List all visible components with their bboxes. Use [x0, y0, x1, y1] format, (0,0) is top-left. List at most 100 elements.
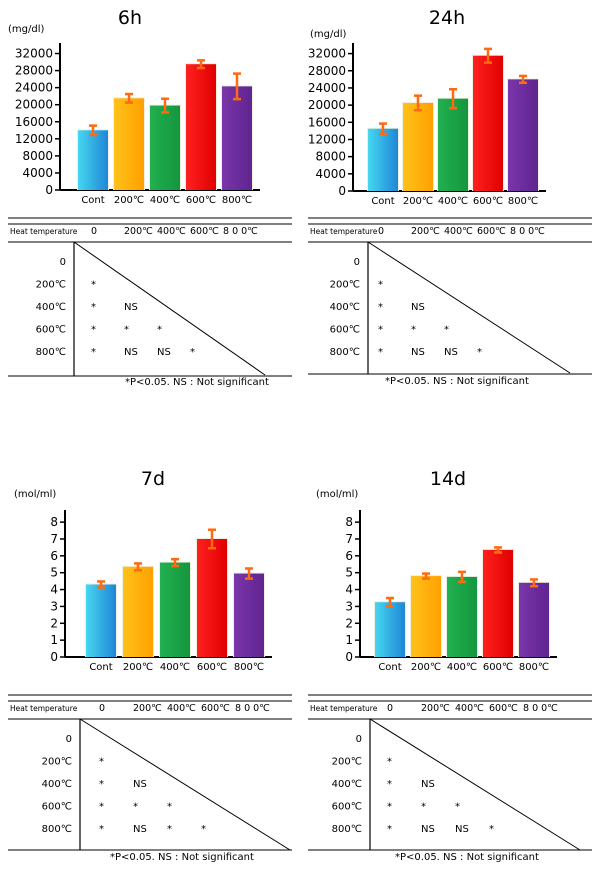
category-label: 200℃ [114, 195, 144, 206]
bar-400℃ [150, 105, 180, 190]
matrix-cell: * [387, 824, 392, 835]
y-tick-label: 6 [50, 549, 58, 563]
matrix-row-label: 200℃ [332, 757, 362, 768]
table-diagonal [369, 718, 581, 851]
matrix-cell: NS [421, 824, 435, 835]
matrix-cell: NS [124, 302, 138, 313]
matrix-row-label: 400℃ [36, 302, 66, 313]
matrix-cell: * [133, 802, 138, 813]
matrix-cell: * [167, 802, 172, 813]
matrix-row-label: 0 [356, 734, 362, 745]
y-tick-label: 8000 [22, 149, 53, 163]
matrix-col-header: 400℃ [444, 226, 473, 237]
y-tick-label: 5 [345, 566, 353, 580]
y-tick-label: 28000 [15, 64, 53, 78]
y-tick-label: 8 [50, 515, 58, 529]
category-label: 600℃ [473, 196, 503, 207]
y-tick-label: 24000 [308, 81, 346, 95]
matrix-col-header: 400℃ [455, 703, 484, 714]
matrix-cell: NS [133, 779, 147, 790]
matrix-row-label: 400℃ [42, 779, 72, 790]
chart-svg: 7d (mol/ml) 0 1 2 3 4 5 6 7 8 Cont 200℃ 400℃ 600℃ 800℃ H… [8, 468, 292, 863]
y-unit-label: (mol/ml) [316, 489, 358, 500]
matrix-col-header: 0 [378, 226, 384, 237]
matrix-cell: * [157, 325, 162, 336]
y-tick-label: 4000 [22, 166, 53, 180]
y-tick-label: 1 [345, 633, 353, 647]
category-label: 600℃ [186, 195, 216, 206]
matrix-col-header: 8 0 0℃ [235, 703, 270, 714]
y-tick-label: 5 [50, 566, 58, 580]
category-label: 200℃ [411, 662, 441, 673]
y-tick-label: 3 [345, 599, 353, 613]
category-label: 800℃ [234, 662, 264, 673]
matrix-row-label: 600℃ [332, 802, 362, 813]
matrix-row-label: 800℃ [42, 824, 72, 835]
y-tick-label: 1 [50, 633, 58, 647]
matrix-col-header: 200℃ [124, 226, 153, 237]
category-label: 400℃ [438, 196, 468, 207]
matrix-cell: NS [444, 347, 458, 358]
y-tick-label: 16000 [308, 115, 346, 129]
heat-temperature-label: Heat temperature [10, 227, 78, 236]
matrix-col-header: 200℃ [411, 226, 440, 237]
matrix-cell: * [124, 325, 129, 336]
matrix-row-label: 800℃ [330, 347, 360, 358]
matrix-cell: * [91, 325, 96, 336]
category-label: Cont [81, 195, 104, 206]
bar-200℃ [114, 98, 144, 190]
matrix-cell: * [99, 824, 104, 835]
footnote: *P<0.05. NS : Not significant [110, 852, 254, 863]
matrix-row-label: 400℃ [332, 779, 362, 790]
y-tick-label: 16000 [15, 115, 53, 129]
y-tick-label: 32000 [15, 47, 53, 61]
y-tick-label: 0 [338, 184, 346, 198]
matrix-row-label: 0 [354, 257, 360, 268]
bar-600℃ [197, 538, 227, 657]
chart-svg: 14d (mol/ml) 0 1 2 3 4 5 6 7 8 Cont 200℃ 400℃ 600℃ 800℃… [308, 468, 592, 863]
matrix-cell: * [444, 325, 449, 336]
bar-800℃ [508, 79, 538, 191]
y-unit-label: (mg/dl) [8, 24, 44, 35]
category-label: 200℃ [123, 662, 153, 673]
y-unit-label: (mg/dl) [310, 29, 346, 40]
bar-600℃ [186, 64, 216, 190]
matrix-col-header: 200℃ [133, 703, 162, 714]
matrix-cell: * [167, 824, 172, 835]
matrix-col-header: 600℃ [190, 226, 219, 237]
y-tick-label: 2 [345, 616, 353, 630]
matrix-cell: * [421, 802, 426, 813]
matrix-row-label: 200℃ [36, 280, 66, 291]
matrix-col-header: 0 [387, 703, 393, 714]
matrix-row-label: 600℃ [42, 802, 72, 813]
matrix-cell: NS [421, 779, 435, 790]
matrix-col-header: 600℃ [201, 703, 230, 714]
bar-800℃ [519, 582, 549, 657]
bar-Cont [375, 602, 405, 657]
matrix-cell: * [190, 347, 195, 358]
chart-svg: 6h (mg/dl) 0 4000 8000 12000 16000 20000 24000 28… [8, 7, 292, 388]
category-label: 200℃ [403, 196, 433, 207]
y-tick-label: 0 [45, 183, 53, 197]
matrix-row-label: 200℃ [42, 757, 72, 768]
chart-svg: 24h (mg/dl) 0 4000 8000 12000 16000 20000 24000 2… [308, 7, 592, 387]
category-label: 400℃ [160, 662, 190, 673]
bar-Cont [86, 584, 116, 657]
y-tick-label: 0 [345, 650, 353, 664]
y-tick-label: 2 [50, 616, 58, 630]
heat-temperature-label: Heat temperature [310, 227, 378, 236]
matrix-row-label: 200℃ [330, 280, 360, 291]
y-tick-label: 7 [345, 532, 353, 546]
footnote: *P<0.05. NS : Not significant [395, 852, 539, 863]
heat-temperature-label: Heat temperature [10, 704, 78, 713]
y-tick-label: 28000 [308, 64, 346, 78]
category-label: Cont [89, 662, 112, 673]
y-tick-label: 8000 [315, 150, 346, 164]
matrix-row-label: 400℃ [330, 302, 360, 313]
y-tick-label: 12000 [15, 132, 53, 146]
matrix-cell: NS [411, 347, 425, 358]
bar-400℃ [447, 576, 477, 657]
y-tick-label: 6 [345, 549, 353, 563]
y-tick-label: 8 [345, 515, 353, 529]
matrix-col-header: 200℃ [421, 703, 450, 714]
